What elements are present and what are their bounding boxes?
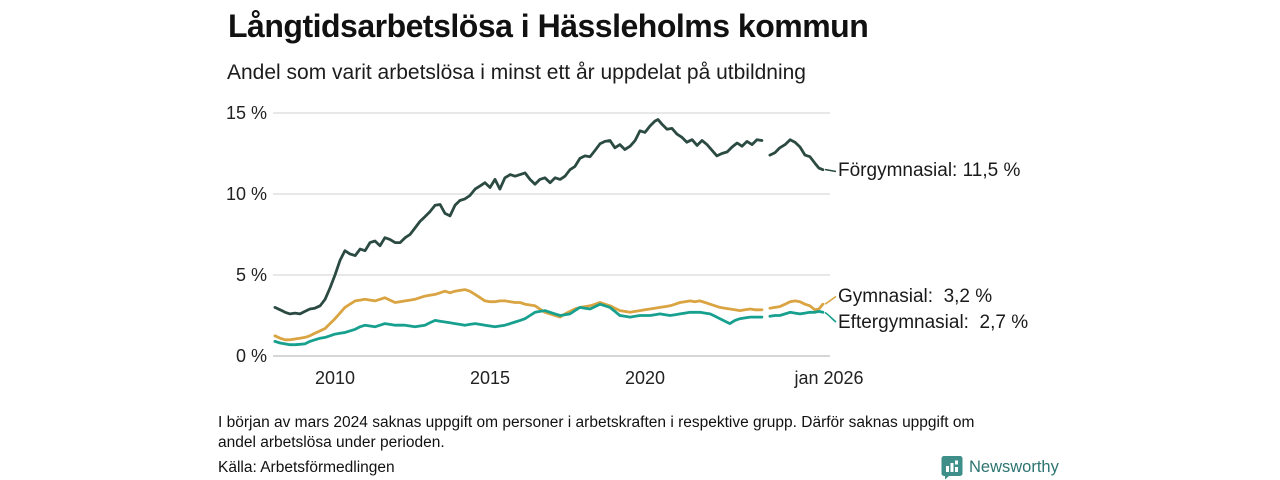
brand-name: Newsworthy (969, 458, 1059, 476)
x-tick-jan-2026: jan 2026 (793, 368, 863, 388)
series-label-eftergymnasial: Eftergymnasial: 2,7 % (838, 312, 1029, 333)
gridlines (273, 112, 830, 357)
y-tick-10: 10 % (226, 184, 267, 204)
source-credit: Källa: Arbetsförmedlingen (218, 459, 395, 476)
footnote-line-2: andel arbetslösa under perioden. (218, 433, 445, 451)
footnote: I början av mars 2024 saknas uppgift om … (218, 413, 1053, 452)
brand-logo: Newsworthy (941, 455, 1059, 480)
x-tick-2015: 2015 (470, 368, 510, 388)
x-tick-2010: 2010 (315, 368, 355, 388)
bar-chart-speech-bubble-icon (941, 456, 963, 480)
page-title: Långtidsarbetslösa i Hässleholms kommun (228, 8, 869, 44)
leader-gymnasial (824, 295, 837, 305)
page-subtitle: Andel som varit arbetslösa i minst ett å… (227, 61, 806, 84)
y-tick-15: 15 % (226, 103, 267, 123)
series-lines (273, 118, 825, 347)
series-label-gymnasial: Gymnasial: 3,2 % (838, 286, 993, 307)
y-axis-tick-labels: 15 % 10 % 5 % 0 % (226, 103, 267, 366)
x-axis-tick-labels: 2010 2015 2020 jan 2026 (315, 368, 864, 388)
x-tick-2020: 2020 (625, 368, 665, 388)
y-tick-0: 0 % (236, 346, 267, 366)
series-line-gymnasial (273, 288, 825, 342)
leader-eftergymnasial (824, 311, 837, 323)
label-leaders (824, 168, 837, 323)
series-line-förgymnasial (273, 118, 825, 316)
leader-forgymnasial (824, 168, 837, 173)
y-tick-5: 5 % (236, 265, 267, 285)
series-line-eftergymnasial (273, 302, 825, 347)
footnote-line-1: I början av mars 2024 saknas uppgift om … (218, 414, 975, 431)
series-label-forgymnasial: Förgymnasial: 11,5 % (838, 160, 1021, 181)
